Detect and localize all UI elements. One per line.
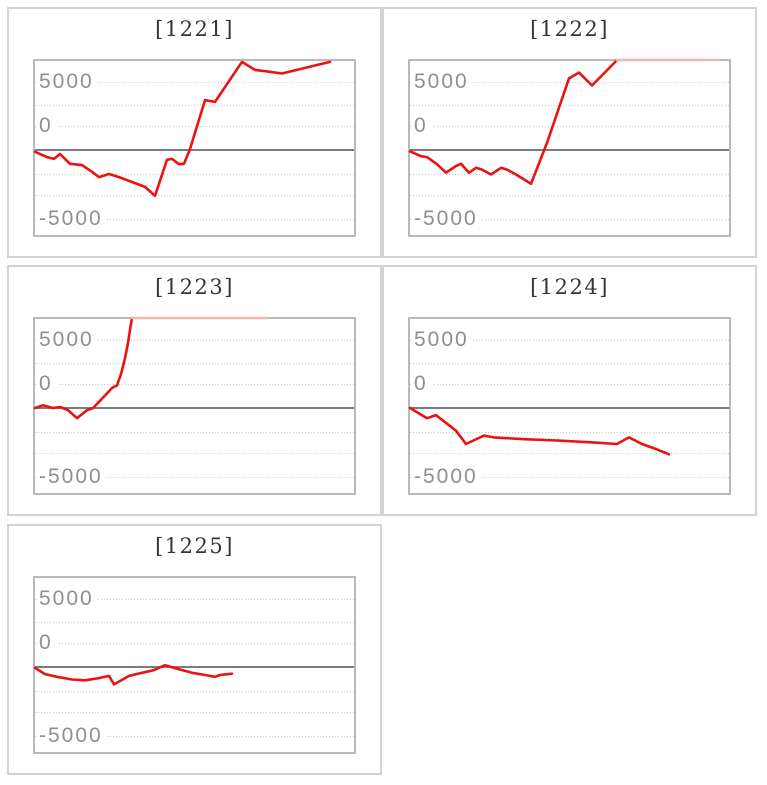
plot-area: 5000 0 -5000 <box>33 59 356 237</box>
slump-graph-line <box>33 663 234 686</box>
gridline-dotted <box>35 643 354 644</box>
gridline-dotted <box>410 477 729 478</box>
gridline-dotted <box>410 105 729 106</box>
series-polyline <box>33 316 134 420</box>
gridline-dotted <box>410 384 729 385</box>
y-axis-label: 5000 <box>37 71 98 92</box>
gridline-dotted <box>410 453 729 454</box>
plot-area: 5000 0 -5000 <box>408 58 731 237</box>
gridline-dotted <box>35 219 354 220</box>
gridline-dotted <box>35 384 354 385</box>
chart-title: [1224] <box>530 275 609 299</box>
gridline-dotted <box>35 174 354 175</box>
gridline-dotted <box>35 105 354 106</box>
y-axis-label: 5000 <box>37 588 98 609</box>
gridline-dotted <box>35 453 354 454</box>
slump-graph-line <box>33 60 332 198</box>
chart-title: [1222] <box>530 17 609 41</box>
zero-axis-line <box>410 407 729 409</box>
plot-area: 5000 0 -5000 <box>33 576 356 754</box>
chart-panel-1222: [1222] 5000 0 -5000 <box>382 7 757 258</box>
y-axis-label: 0 <box>37 632 57 653</box>
gridline-dotted <box>410 340 729 341</box>
y-axis-label: 5000 <box>412 71 473 92</box>
chart-panel-1221: [1221] 5000 0 -5000 <box>7 7 382 258</box>
y-axis-label: -5000 <box>412 466 482 487</box>
gridline-dotted <box>35 736 354 737</box>
gridline-dotted <box>410 195 729 196</box>
gridline-dotted <box>35 599 354 600</box>
y-axis-label: 0 <box>37 373 57 394</box>
slump-graph-line <box>408 58 719 186</box>
chart-title: [1223] <box>155 275 234 299</box>
y-axis-label: 5000 <box>412 329 473 350</box>
chart-panel-1223: [1223] 5000 0 -5000 <box>7 265 382 516</box>
slump-graph-line <box>33 316 269 420</box>
gridline-dotted <box>35 82 354 83</box>
gridline-dotted <box>410 126 729 127</box>
chart-title: [1221] <box>155 17 234 41</box>
y-axis-label: 0 <box>37 115 57 136</box>
y-axis-label: -5000 <box>37 208 107 229</box>
series-polyline <box>33 663 234 686</box>
gridline-dotted <box>35 195 354 196</box>
gridline-dotted <box>410 82 729 83</box>
y-axis-label: -5000 <box>37 725 107 746</box>
gridline-dotted <box>410 219 729 220</box>
y-axis-label: 0 <box>412 373 432 394</box>
y-axis-label: 0 <box>412 115 432 136</box>
gridline-dotted <box>410 174 729 175</box>
gridline-dotted <box>35 622 354 623</box>
zero-axis-line <box>35 666 354 668</box>
gridline-dotted <box>410 363 729 364</box>
y-axis-label: -5000 <box>37 466 107 487</box>
gridline-dotted <box>35 363 354 364</box>
y-axis-label: -5000 <box>412 208 482 229</box>
gridline-dotted <box>35 477 354 478</box>
series-polyline <box>408 58 619 186</box>
chart-panel-1224: [1224] 5000 0 -5000 <box>382 265 757 516</box>
gridline-dotted <box>35 432 354 433</box>
chart-title: [1225] <box>155 534 234 558</box>
plot-area: 5000 0 -5000 <box>33 316 356 495</box>
chart-panel-1225: [1225] 5000 0 -5000 <box>7 524 382 775</box>
zero-axis-line <box>35 407 354 409</box>
gridline-dotted <box>35 126 354 127</box>
gridline-dotted <box>35 340 354 341</box>
gridline-dotted <box>35 712 354 713</box>
series-polyline <box>33 60 332 198</box>
series-polyline <box>408 406 671 456</box>
zero-axis-line <box>35 149 354 151</box>
plot-area: 5000 0 -5000 <box>408 317 731 495</box>
gridline-dotted <box>35 691 354 692</box>
gridline-dotted <box>410 432 729 433</box>
zero-axis-line <box>410 149 729 151</box>
slump-graph-line <box>408 406 671 456</box>
y-axis-label: 5000 <box>37 329 98 350</box>
